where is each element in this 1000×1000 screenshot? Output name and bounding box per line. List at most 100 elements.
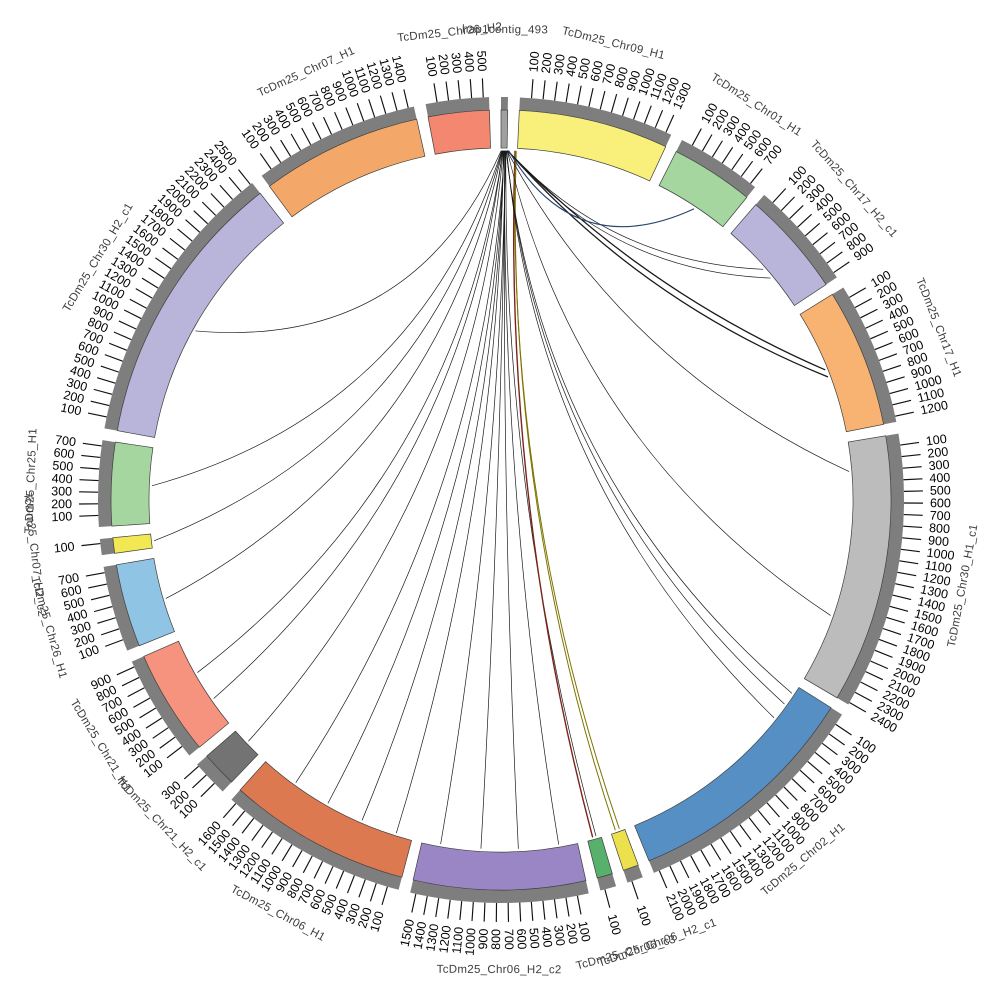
tick-label: 900 xyxy=(927,533,949,549)
axis-tick xyxy=(358,879,366,898)
segment-label: TcDm25_Chr26_H2 xyxy=(397,21,503,44)
axis-tick xyxy=(433,83,438,103)
segment-arc xyxy=(206,730,259,783)
tick-label: 100 xyxy=(77,642,101,662)
axis-tick xyxy=(135,288,153,299)
segment-rim xyxy=(501,97,508,111)
axis-tick xyxy=(658,870,668,889)
axis-tick xyxy=(185,219,201,233)
tick-label: 300 xyxy=(65,375,89,394)
axis-tick xyxy=(740,160,754,177)
axis-tick xyxy=(780,196,795,211)
axis-tick xyxy=(121,676,140,687)
axis-tick xyxy=(903,514,923,516)
chord-link xyxy=(480,150,506,849)
tick-label: 600 xyxy=(76,338,100,358)
tick-label: 1400 xyxy=(389,54,409,84)
axis-tick xyxy=(519,902,522,922)
axis-tick xyxy=(565,83,570,103)
axis-tick xyxy=(81,542,101,547)
axis-tick xyxy=(895,411,914,417)
axis-tick xyxy=(576,895,582,915)
axis-tick xyxy=(783,786,798,801)
axis-tick xyxy=(290,133,302,151)
segment-arc xyxy=(517,110,667,182)
segment-rim xyxy=(837,433,904,705)
tick-label: 900 xyxy=(476,928,491,949)
chord-link xyxy=(503,150,519,849)
tick-label: 500 xyxy=(526,927,542,949)
tick-label: 400 xyxy=(563,55,580,78)
axis-tick xyxy=(854,691,873,702)
axis-tick xyxy=(828,733,845,746)
tick-label: 300 xyxy=(343,902,363,926)
axis-tick xyxy=(228,176,242,193)
axis-tick xyxy=(901,453,921,458)
axis-tick xyxy=(643,105,652,124)
segment-rim xyxy=(410,879,589,903)
axis-tick xyxy=(900,441,920,446)
segment-rim xyxy=(197,756,232,792)
segment-rim xyxy=(261,106,417,187)
segment-rim xyxy=(649,707,843,873)
axis-tick xyxy=(159,736,176,749)
chord-link xyxy=(507,150,764,270)
axis-tick xyxy=(259,153,272,170)
chord-link xyxy=(506,150,850,472)
axis-tick xyxy=(447,899,451,919)
tick-label: 100 xyxy=(367,910,386,934)
tick-label: 900 xyxy=(624,69,644,93)
axis-tick xyxy=(322,116,333,135)
axis-tick xyxy=(118,320,137,330)
tick-label: 200 xyxy=(927,445,949,461)
axis-tick xyxy=(874,649,893,658)
segment-arc xyxy=(427,109,491,155)
axis-tick xyxy=(292,850,303,868)
tick-label: 600 xyxy=(588,59,606,82)
chord-link xyxy=(506,150,785,705)
axis-tick xyxy=(79,479,99,482)
chord-link xyxy=(508,150,695,228)
segment-rim xyxy=(131,656,200,756)
axis-tick xyxy=(878,353,898,361)
axis-tick xyxy=(902,537,922,541)
segment-arc xyxy=(412,842,587,891)
segment-label: TcDm25_Chr30_H1_c1 xyxy=(946,523,981,648)
tick-label: 900 xyxy=(909,362,933,381)
axis-tick xyxy=(797,213,812,228)
tick-label: 600 xyxy=(53,446,75,462)
segment-arc xyxy=(658,151,748,228)
axis-tick xyxy=(854,297,873,309)
chord-link xyxy=(154,150,503,542)
axis-tick xyxy=(105,639,124,647)
axis-tick xyxy=(90,594,110,601)
tick-label: 1100 xyxy=(924,558,953,576)
axis-tick xyxy=(576,85,582,105)
axis-tick xyxy=(633,101,641,120)
axis-tick xyxy=(141,277,159,289)
axis-tick xyxy=(148,267,165,279)
axis-tick xyxy=(588,88,594,107)
tick-label: 200 xyxy=(62,388,86,407)
segment-rim xyxy=(103,564,140,651)
segment-arc xyxy=(116,558,175,647)
axis-tick xyxy=(542,900,546,920)
axis-tick xyxy=(669,865,679,884)
axis-tick xyxy=(96,377,116,384)
axis-tick xyxy=(139,707,157,719)
axis-tick xyxy=(85,572,105,577)
axis-tick xyxy=(251,824,264,841)
tick-label: 200 xyxy=(435,53,452,76)
axis-tick xyxy=(720,837,732,855)
tick-label: 500 xyxy=(930,483,951,497)
axis-tick xyxy=(757,809,771,826)
axis-tick xyxy=(553,899,558,919)
axis-tick xyxy=(897,571,917,577)
axis-tick xyxy=(312,122,322,140)
tick-label: 300 xyxy=(551,924,568,947)
axis-tick xyxy=(865,671,884,681)
axis-tick xyxy=(162,247,179,260)
axis-tick xyxy=(100,628,120,636)
segment-rim xyxy=(623,865,643,883)
